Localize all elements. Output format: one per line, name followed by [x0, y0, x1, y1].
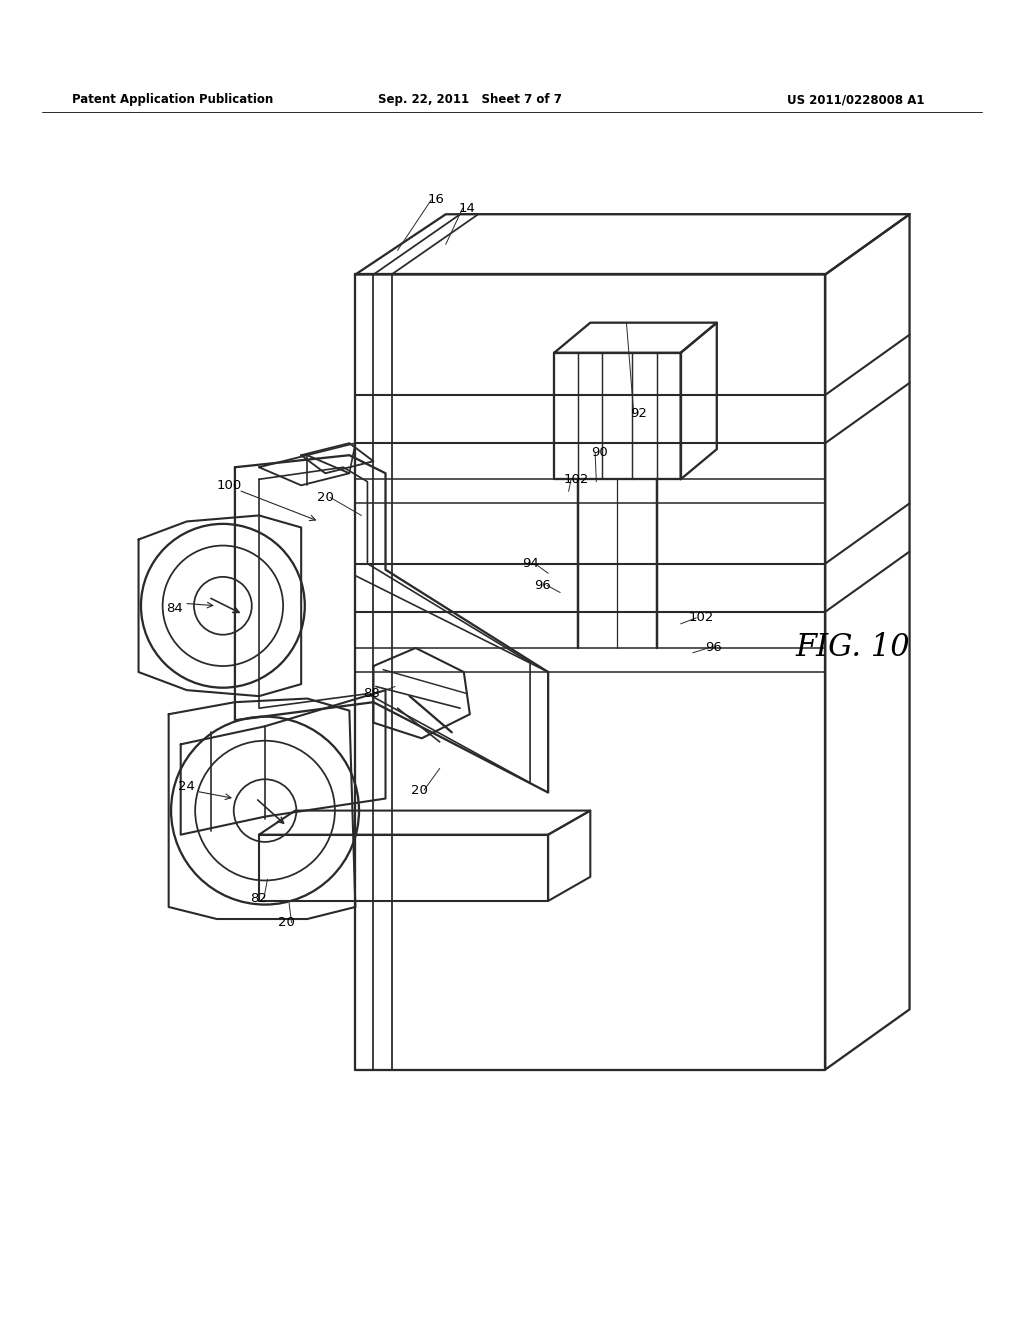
Text: 92: 92: [630, 407, 647, 420]
Text: US 2011/0228008 A1: US 2011/0228008 A1: [786, 94, 924, 107]
Text: FIG. 10: FIG. 10: [795, 632, 909, 664]
Text: 96: 96: [534, 578, 551, 591]
Text: 94: 94: [521, 557, 539, 570]
Text: 90: 90: [592, 446, 608, 459]
Text: 20: 20: [411, 784, 428, 796]
Text: 14: 14: [459, 202, 476, 215]
Text: 16: 16: [428, 193, 444, 206]
Text: Sep. 22, 2011   Sheet 7 of 7: Sep. 22, 2011 Sheet 7 of 7: [378, 94, 562, 107]
Text: Patent Application Publication: Patent Application Publication: [73, 94, 273, 107]
Text: 102: 102: [563, 473, 589, 486]
Text: 96: 96: [705, 642, 722, 655]
Text: 20: 20: [279, 916, 295, 929]
Text: 82: 82: [251, 892, 267, 906]
Text: 20: 20: [316, 491, 334, 504]
Text: 88: 88: [362, 688, 380, 700]
Text: 100: 100: [216, 479, 242, 492]
Text: 24: 24: [178, 780, 196, 793]
Text: 84: 84: [166, 602, 183, 615]
Text: 102: 102: [688, 611, 714, 624]
